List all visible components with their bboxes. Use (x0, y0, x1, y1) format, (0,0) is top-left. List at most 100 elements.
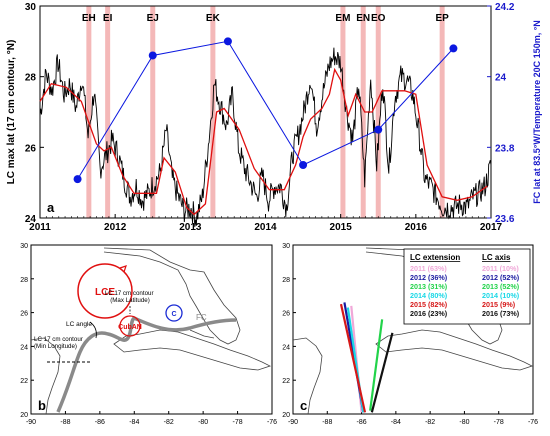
legend-extension-entry: 2014 (80%) (410, 291, 448, 300)
lce-arrow-icon (119, 265, 127, 273)
panel-a-series (39, 37, 492, 227)
legend-axis-entry: 2013 (52%) (482, 282, 520, 291)
keys (189, 329, 215, 339)
map-x-tick-label: -80 (459, 419, 469, 426)
y-axis-label: LC max lat (17 cm contour, °N) (6, 40, 17, 185)
cuba-coast (375, 329, 534, 371)
max-lat-label-line-2: (Max Latitude) (110, 297, 150, 304)
panel-a-letter: a (47, 200, 55, 215)
cuban-label: CubAN (118, 324, 142, 331)
y-tick-label: 24 (25, 214, 37, 225)
panel-c-ticks: -90 -88 -86 -84 -82 -80 -78 -76 20 22 24 26 28 30 (282, 243, 538, 426)
y-tick-label: 30 (25, 2, 37, 13)
panel-b: -90 -88 -86 -84 -82 -80 -78 -76 20 22 24 26 28 30 LCE… (20, 243, 277, 426)
fc-lat-point (299, 161, 308, 169)
event-label: EP (435, 13, 449, 24)
map-y-tick-label: 20 (20, 412, 28, 419)
lc-smoothed-line (39, 67, 488, 216)
map-y-tick-label: 28 (282, 277, 290, 284)
yucatan-coast (292, 337, 323, 415)
panel-b-ticks: -90 -88 -86 -84 -82 -80 -78 -76 20 22 24 26 28 30 (20, 243, 277, 426)
fc-lat-point (374, 125, 383, 134)
legend-axis-entry: 2015 (9%) (482, 300, 516, 309)
legend-head-axis: LC axis (482, 253, 511, 262)
map-y-tick-label: 24 (282, 344, 290, 351)
fc-lat-point (223, 37, 232, 46)
lc-angle-label: LC angle (66, 321, 92, 328)
legend-extension-entry: 2015 (82%) (410, 300, 448, 309)
map-x-tick-label: -90 (26, 419, 36, 426)
map-x-tick-label: -80 (198, 419, 208, 426)
lce-eddy (77, 263, 133, 319)
panel-a: 2011 2012 2013 2014 2015 2016 2017 24 26 28 30 23.6… (6, 2, 542, 233)
event-band (375, 6, 381, 218)
event-label: EO (371, 13, 386, 24)
legend-extension-entry: 2011 (63%) (410, 264, 447, 273)
map-x-tick-label: -84 (129, 419, 139, 426)
fc-lat-point (148, 51, 157, 60)
cuba-coast (113, 329, 272, 371)
map-x-tick-label: -84 (391, 419, 401, 426)
legend-extension-entry: 2013 (31%) (410, 282, 448, 291)
event-band (150, 6, 156, 218)
fc-lat-line (77, 40, 454, 180)
event-band (439, 6, 445, 218)
fc-lat-point (449, 44, 458, 53)
map-y-tick-label: 22 (20, 378, 28, 385)
map-y-tick-label: 28 (20, 277, 28, 284)
y2-tick-label: 24.2 (495, 2, 515, 13)
event-labels: EH EI EJ EK EM EN EO EP (82, 13, 449, 24)
legend-axis-entry: 2012 (52%) (482, 273, 520, 282)
cyclone-eddy (165, 304, 183, 322)
cyclone-label: C (171, 311, 176, 318)
legend-axis-entry: 2011 (10%) (482, 264, 519, 273)
map-x-tick-label: -86 (95, 419, 105, 426)
lc-axis-line (339, 303, 367, 413)
map-x-tick-label: -86 (357, 419, 367, 426)
panel-b-frame (30, 244, 273, 415)
panel-c-letter: c (300, 398, 307, 413)
map-y-tick-label: 20 (282, 412, 290, 419)
panel-a-ticks: 2011 2012 2013 2014 2015 2016 2017 24 26 28 30 23.6… (25, 2, 515, 233)
x-tick-label: 2011 (29, 222, 51, 233)
y2-tick-label: 23.8 (495, 143, 515, 154)
max-lat-label-line-1: LC 17 cm contour (105, 290, 154, 297)
min-lon-label-line-1: LC 17 cm contour (34, 336, 83, 343)
fc-label: FC (196, 313, 207, 322)
loop-current-path (56, 315, 237, 413)
map-y-tick-label: 30 (20, 243, 28, 250)
map-y-tick-label: 26 (282, 311, 290, 318)
event-label: EN (356, 13, 370, 24)
event-label: EJ (147, 13, 159, 24)
event-band (340, 6, 346, 218)
legend-head-extension: LC extension (410, 253, 460, 262)
min-lon-label-line-2: (Min Longitude) (34, 343, 77, 350)
yucatan-coast (30, 337, 61, 415)
event-band (105, 6, 111, 218)
map-x-tick-label: -78 (233, 419, 243, 426)
map-x-tick-label: -82 (164, 419, 174, 426)
x-tick-label: 2016 (405, 222, 428, 233)
x-tick-label: 2015 (330, 222, 353, 233)
map-y-tick-label: 22 (282, 378, 290, 385)
y-tick-label: 26 (25, 143, 37, 154)
panel-b-letter: b (38, 398, 46, 413)
coastline (30, 247, 272, 415)
event-band (360, 6, 366, 218)
lc-axis-line (370, 332, 394, 413)
map-x-tick-label: -76 (528, 419, 538, 426)
map-x-tick-label: -78 (494, 419, 504, 426)
fc-lat-point (73, 175, 82, 184)
y-tick-label: 28 (25, 73, 37, 84)
cuban-eddy (119, 315, 141, 337)
max-lat-label: LC 17 cm contour (Max Latitude) (105, 290, 156, 304)
event-label: EH (82, 13, 96, 24)
legend-rows: 2011 (63%) 2011 (10%) 2012 (36%) 2012 (52%)… (410, 264, 520, 318)
y2-tick-label: 24 (495, 73, 507, 84)
legend-axis-entry: 2016 (73%) (482, 309, 520, 318)
map-x-tick-label: -88 (60, 419, 70, 426)
x-tick-label: 2012 (104, 222, 127, 233)
lc-axis-line (369, 319, 384, 411)
panel-c: -90 -88 -86 -84 -82 -80 -78 -76 20 22 24 26 28 30 LC … (282, 243, 538, 426)
